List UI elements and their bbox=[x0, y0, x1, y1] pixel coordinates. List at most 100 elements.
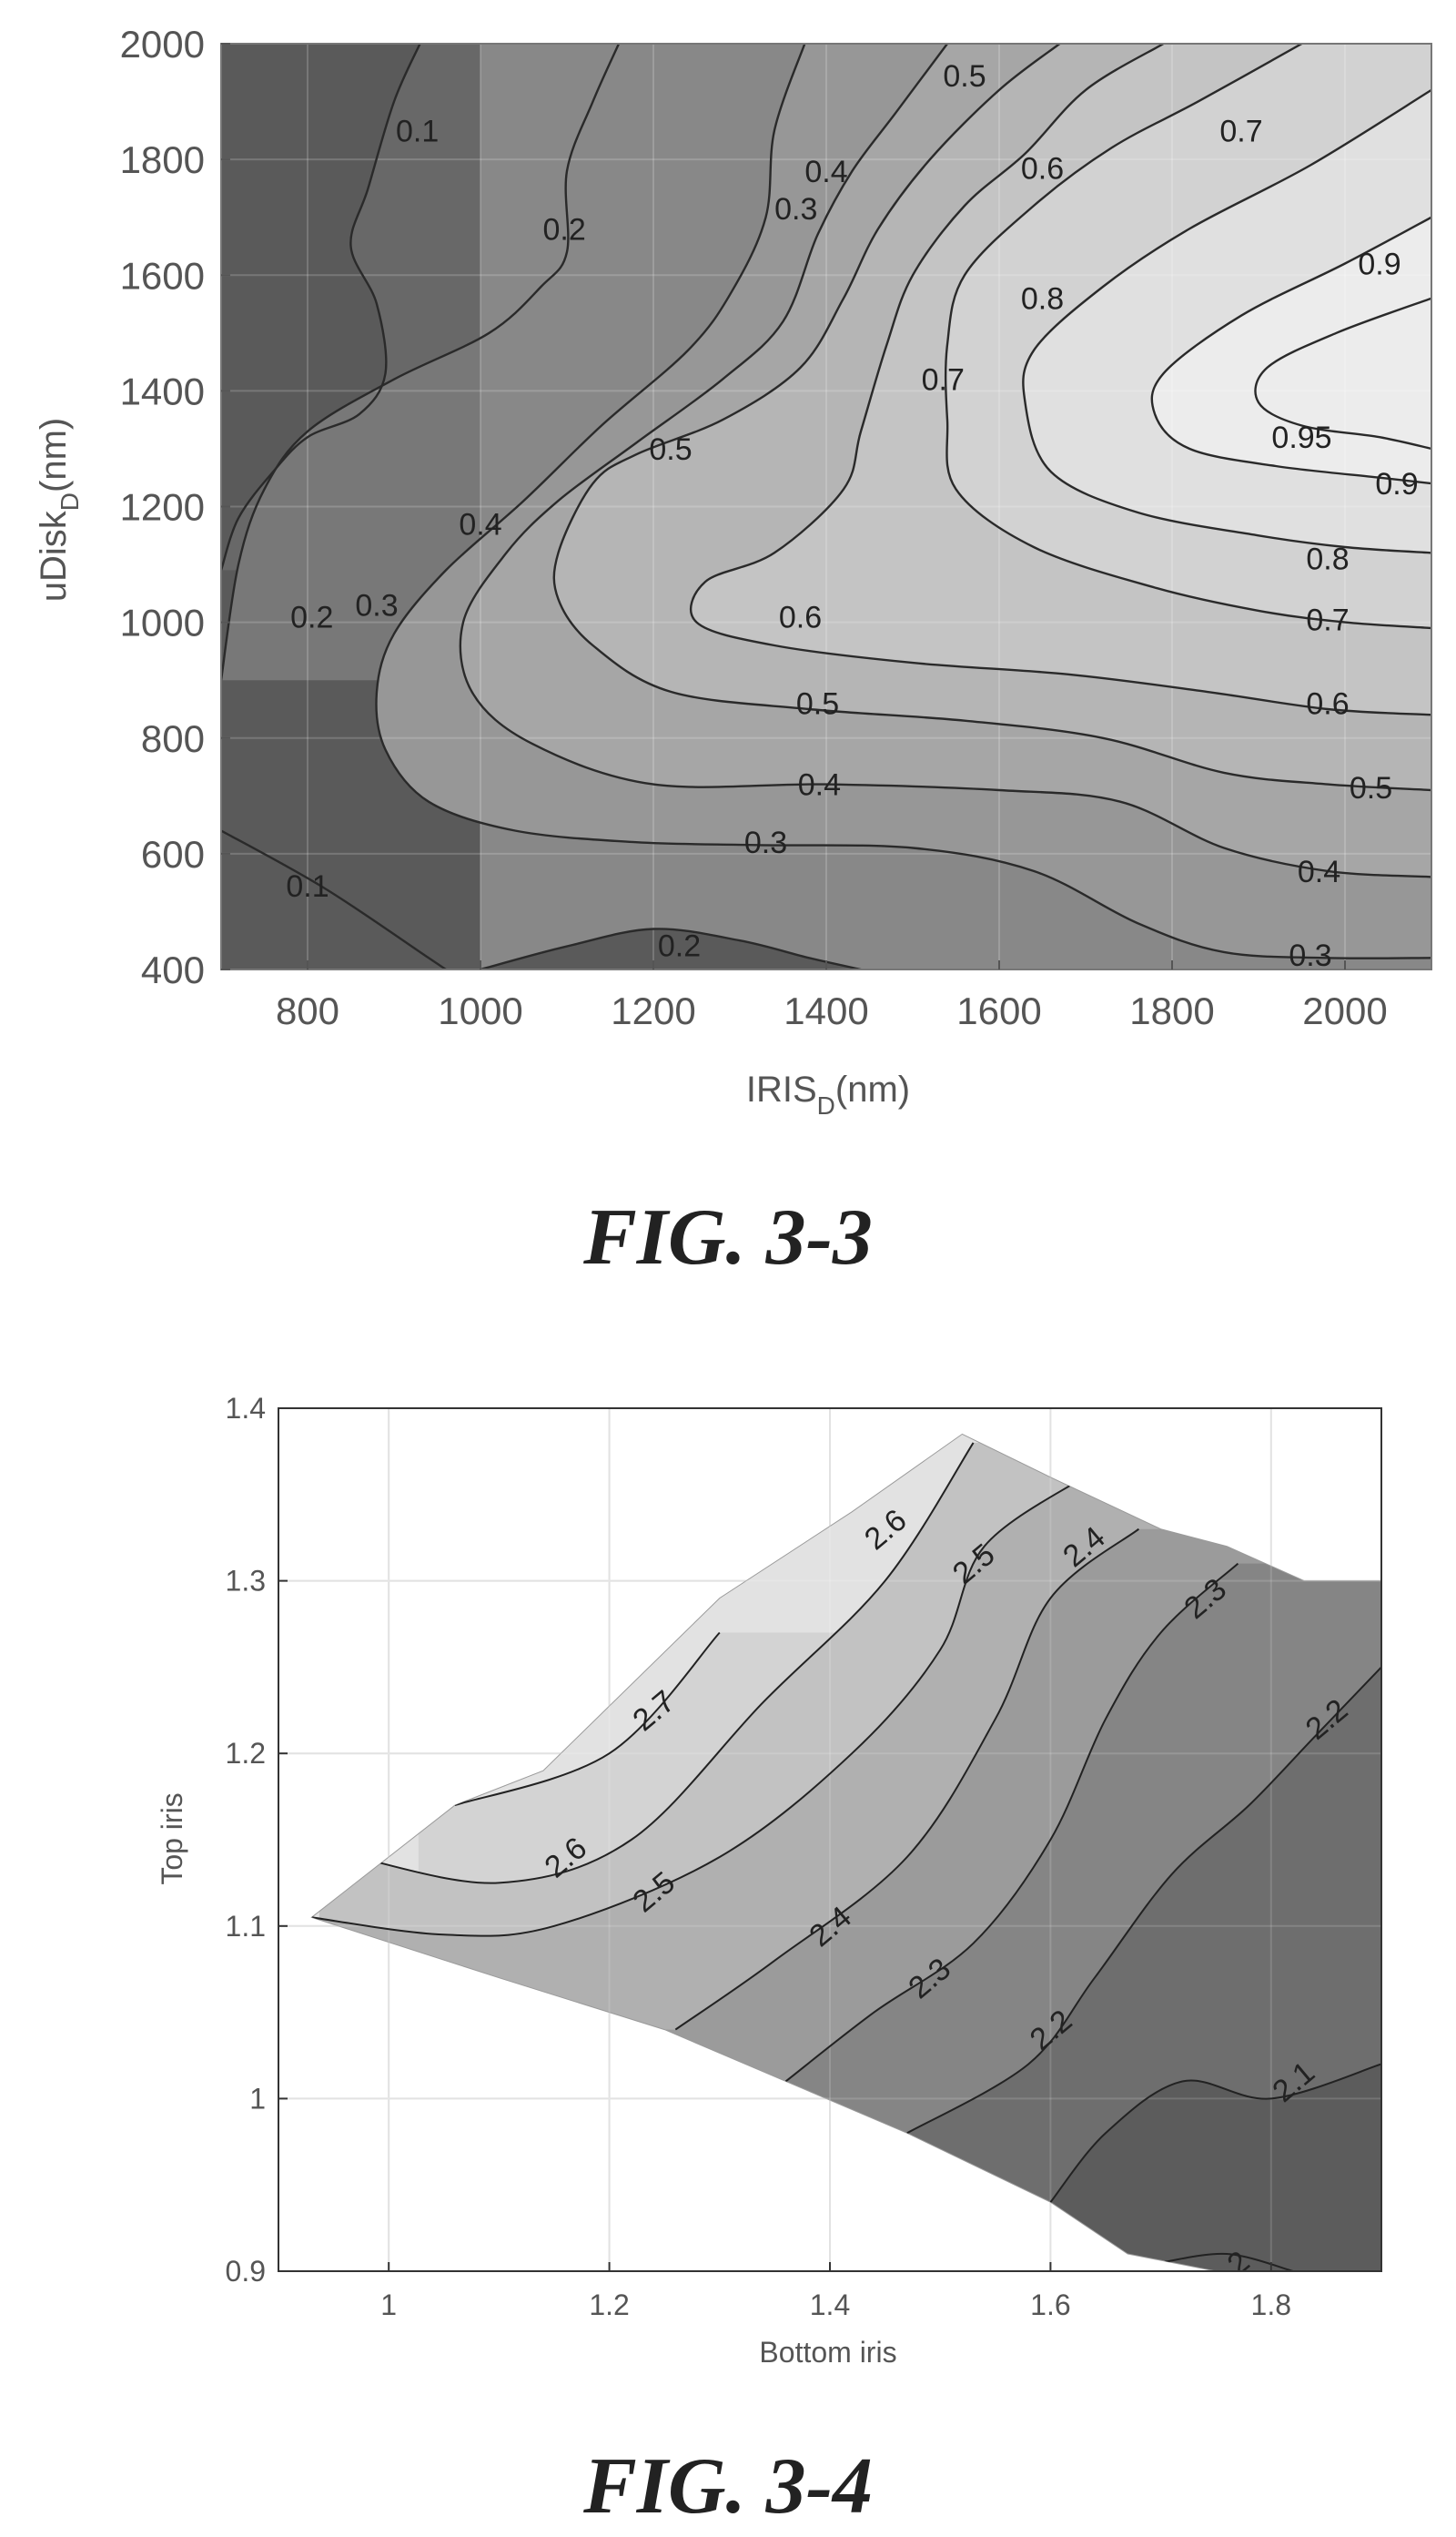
chart-2-caption: FIG. 3-4 bbox=[582, 2442, 873, 2531]
chart-1-y-tick-label: 1600 bbox=[120, 254, 205, 297]
chart-1-contour-0.6 bbox=[689, 44, 1431, 716]
chart-2-x-ticks: 1 1.2 1.4 1.6 1.8 bbox=[380, 2262, 1291, 2321]
chart-1-contour-label: 0.4 bbox=[1298, 855, 1340, 889]
chart-2-contour-lines bbox=[311, 1442, 1381, 2271]
chart-1-grid bbox=[221, 44, 1431, 969]
chart-1-y-axis-label: uDiskD(nm) bbox=[34, 418, 84, 602]
chart-2-contour-lines-clipped bbox=[311, 1442, 1381, 2271]
chart-2-contour-2.5 bbox=[311, 1476, 1085, 1937]
chart-1-x-tick-label: 1600 bbox=[956, 989, 1041, 1032]
chart-1-contour-label: 0.3 bbox=[774, 192, 817, 227]
chart-2-region-outline bbox=[310, 1433, 1381, 2271]
chart-1-plot-area: 0.10.10.20.20.30.40.50.60.70.80.90.950.4… bbox=[221, 44, 1431, 973]
chart-1-contour-label: 0.4 bbox=[798, 768, 841, 803]
chart-1-contour-label: 0.6 bbox=[779, 600, 822, 634]
chart-1-x-tick-label: 1400 bbox=[784, 989, 868, 1032]
chart-2-y-tick-label: 0.9 bbox=[226, 2255, 266, 2288]
chart-1-contour-label: 0.4 bbox=[804, 155, 847, 189]
chart-1-contour-lines bbox=[221, 44, 1431, 969]
chart-1-contour-0.1 bbox=[221, 44, 421, 571]
chart-1-contour-0.2 bbox=[480, 928, 862, 969]
chart-1-contour-label: 0.7 bbox=[1219, 114, 1262, 148]
chart-1-contour-label: 0.1 bbox=[396, 114, 439, 148]
chart-2-y-tick-label: 1 bbox=[249, 2082, 266, 2115]
chart-1-contour-label: 0.7 bbox=[922, 363, 965, 398]
chart-1-y-tick-label: 2000 bbox=[120, 23, 205, 66]
chart-1-contour-label: 0.9 bbox=[1375, 467, 1418, 502]
chart-1-contour-label: 0.1 bbox=[286, 869, 329, 904]
chart-1-y-tick-label: 800 bbox=[141, 717, 205, 760]
chart-1-x-tick-label: 1000 bbox=[438, 989, 522, 1032]
chart-2-y-tick-label: 1.4 bbox=[226, 1392, 266, 1425]
chart-1-fill-level-0.95 bbox=[1255, 44, 1431, 449]
chart-1-y-tick-label: 1000 bbox=[120, 602, 205, 644]
chart-1-x-tick-label: 1200 bbox=[611, 989, 695, 1032]
chart-2-y-axis-label: Top iris bbox=[156, 1792, 188, 1884]
chart-1-contour-label: 0.5 bbox=[796, 687, 839, 722]
chart-1-x-tick-label: 1800 bbox=[1129, 989, 1214, 1032]
chart-2-y-tick-label: 1.1 bbox=[226, 1910, 266, 1943]
chart-2-y-tick-label: 1.3 bbox=[226, 1565, 266, 1598]
chart-1-contour-label: 0.5 bbox=[649, 432, 692, 467]
chart-2-contour-2.2 bbox=[906, 1666, 1381, 2135]
chart-1-contour-label: 0.5 bbox=[943, 59, 986, 94]
chart-1-x-tick-label: 800 bbox=[276, 989, 339, 1032]
chart-2-contour-2 bbox=[1160, 2252, 1294, 2271]
chart-1-contour-label: 0.7 bbox=[1306, 603, 1349, 637]
chart-1-contour-0.95 bbox=[1254, 297, 1431, 451]
chart-2-x-tick-label: 1.4 bbox=[810, 2288, 850, 2321]
chart-1-x-axis-label: IRISD(nm) bbox=[746, 1070, 910, 1120]
chart-1-contour-0.8 bbox=[1022, 88, 1431, 554]
chart-1-y-tick-label: 400 bbox=[141, 949, 205, 991]
chart-2-contour-2.1 bbox=[1049, 2063, 1381, 2203]
chart-1-caption: FIG. 3-3 bbox=[582, 1193, 873, 1282]
chart-1-y-axis-label-unit: (nm) bbox=[34, 418, 74, 492]
chart-2-x-tick-label: 1 bbox=[380, 2288, 397, 2321]
chart-2-x-tick-label: 1.2 bbox=[589, 2288, 629, 2321]
chart-1-uDisk-vs-IRIS: 0.10.10.20.20.30.40.50.60.70.80.90.950.4… bbox=[34, 23, 1432, 1282]
chart-1-contour-0.2 bbox=[221, 44, 621, 681]
chart-1-y-tick-label: 600 bbox=[141, 833, 205, 876]
chart-1-contour-0.5 bbox=[552, 44, 1431, 792]
chart-1-contour-label: 0.3 bbox=[1289, 939, 1331, 973]
chart-1-x-axis-label-unit: (nm) bbox=[835, 1070, 910, 1110]
chart-1-x-axis-label-main: IRIS bbox=[746, 1070, 817, 1110]
chart-1-y-tick-label: 1800 bbox=[120, 138, 205, 181]
chart-2-grid-overlay bbox=[278, 1408, 1381, 2271]
chart-1-contour-label: 0.8 bbox=[1306, 543, 1349, 577]
chart-1-contour-label: 0.4 bbox=[459, 508, 501, 543]
chart-2-x-tick-label: 1.6 bbox=[1030, 2288, 1070, 2321]
chart-1-contour-label: 0.6 bbox=[1021, 152, 1064, 187]
chart-2-x-tick-label: 1.8 bbox=[1251, 2288, 1291, 2321]
chart-2-contour-2.7 bbox=[454, 1631, 721, 1807]
chart-1-contour-label: 0.9 bbox=[1358, 248, 1400, 282]
chart-1-contour-label: 0.3 bbox=[744, 826, 787, 860]
chart-1-contour-label: 0.3 bbox=[355, 589, 398, 624]
chart-2-x-axis-label: Bottom iris bbox=[759, 2336, 896, 2369]
chart-1-contour-labels: 0.10.10.20.20.30.40.50.60.70.80.90.950.4… bbox=[286, 59, 1418, 973]
chart-1-contour-label: 0.2 bbox=[543, 212, 586, 247]
chart-1-contour-label: 0.95 bbox=[1271, 421, 1331, 455]
chart-1-x-axis-label-sub: D bbox=[817, 1091, 835, 1120]
chart-2-y-ticks: 0.9 1 1.1 1.2 1.3 1.4 bbox=[226, 1392, 288, 2288]
chart-1-x-ticks: 800 1000 1200 1400 1600 1800 2000 bbox=[276, 960, 1388, 1032]
chart-1-contour-0.3 bbox=[375, 44, 1431, 959]
chart-2-contour-2.4 bbox=[674, 1527, 1140, 2031]
chart-1-contour-label: 0.8 bbox=[1021, 282, 1064, 317]
chart-1-y-ticks: 400 600 800 1000 1200 1400 1600 1800 2000 bbox=[120, 23, 230, 991]
chart-1-y-axis-label-sub: D bbox=[56, 492, 84, 511]
chart-1-y-tick-label: 1200 bbox=[120, 486, 205, 529]
chart-1-y-axis-label-main: uDisk bbox=[34, 510, 74, 602]
chart-1-contour-label: 0.5 bbox=[1350, 771, 1392, 806]
chart-1-contour-fills bbox=[221, 44, 1431, 969]
chart-1-contour-0.9 bbox=[1150, 216, 1431, 485]
chart-1-contour-label: 0.2 bbox=[658, 929, 701, 963]
chart-1-y-tick-label: 1400 bbox=[120, 370, 205, 412]
chart-2-contour-2.3 bbox=[784, 1562, 1239, 2083]
chart-1-contour-0.7 bbox=[944, 44, 1431, 630]
chart-1-contour-label: 0.6 bbox=[1306, 687, 1349, 722]
chart-1-contour-0.4 bbox=[459, 44, 1431, 878]
chart-1-contour-label: 0.2 bbox=[290, 600, 333, 634]
